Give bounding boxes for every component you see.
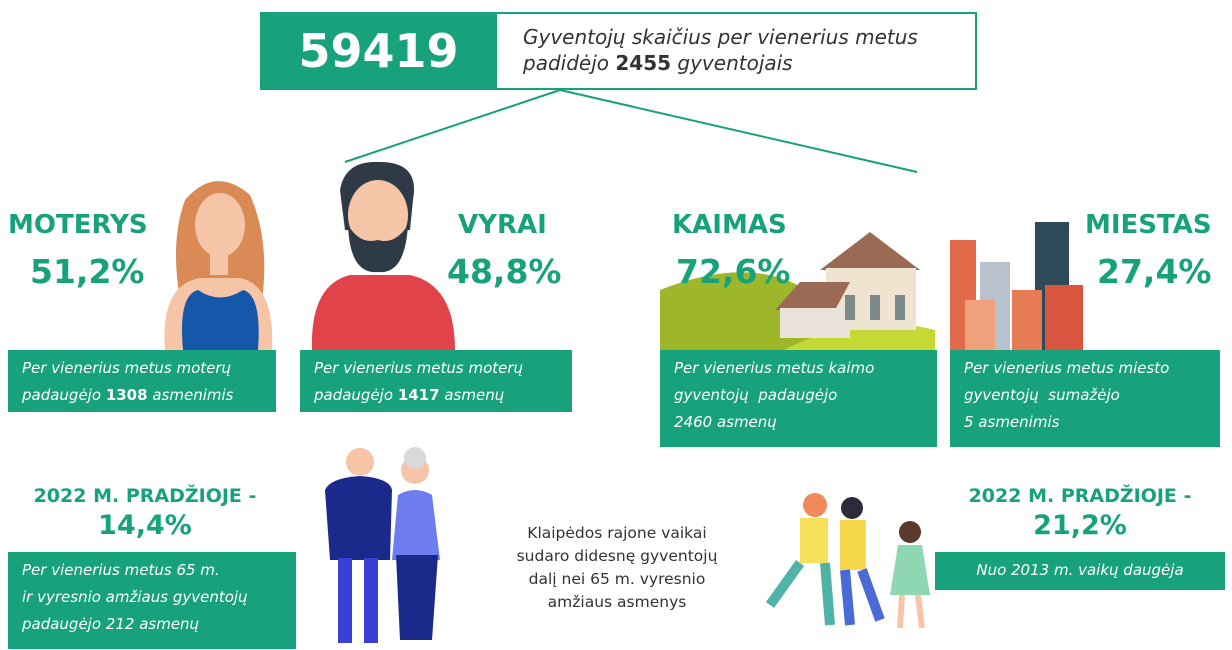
text-line: dalį nei 65 m. vyresnio (492, 568, 742, 591)
note-box: Per vienerius metus moterų padaugėjo 141… (300, 350, 572, 412)
man-illustration (312, 162, 455, 350)
text-line: sudaro didesnę gyventojų (492, 545, 742, 568)
text-line: amžiaus asmenys (492, 591, 742, 614)
share: 27,4% (1097, 252, 1212, 291)
total: 59419 (298, 24, 458, 78)
house-illustration (660, 232, 935, 352)
children-illustration (770, 493, 930, 628)
share: 51,2% (30, 252, 145, 291)
summary-box: Gyventojų skaičius per vienerius metus p… (497, 12, 977, 90)
title: 2022 M. PRADŽIOJE - (0, 485, 290, 507)
connector (345, 90, 560, 162)
text-line: Per vienerius metus miesto (964, 355, 1206, 382)
city-illustration (950, 222, 1083, 352)
text-line: 5 asmenimis (964, 409, 1206, 436)
page: 59419 Gyventojų skaičius per vienerius m… (0, 0, 1232, 650)
text-line: gyventojų padaugėjo (674, 382, 923, 409)
summary-text: gyventojais (677, 51, 792, 75)
elderly-illustration (325, 447, 440, 643)
note-box: Per vienerius metus 65 m.ir vyresnio amž… (8, 552, 296, 649)
total-box: 59419 (260, 12, 497, 90)
summary-number: 2455 (615, 51, 671, 75)
label: KAIMAS (672, 210, 787, 240)
label: VYRAI (458, 210, 547, 240)
note-number: 1308 (106, 386, 148, 404)
label: MIESTAS (1085, 210, 1212, 240)
text-line: ir vyresnio amžiaus gyventojų (22, 584, 282, 611)
share: 21,2% (935, 510, 1225, 541)
text-line: gyventojų sumažėjo (964, 382, 1206, 409)
share: 14,4% (0, 510, 290, 541)
text-line: Per vienerius metus kaimo (674, 355, 923, 382)
note-text: asmenimis (152, 386, 233, 404)
note-box: Nuo 2013 m. vaikų daugėja (935, 552, 1225, 590)
note-text: asmenų (444, 386, 504, 404)
text-line: padaugėjo 212 asmenų (22, 611, 282, 638)
label: MOTERYS (8, 210, 148, 240)
text-line: 2460 asmenų (674, 409, 923, 436)
text-line: Klaipėdos rajone vaikai (492, 522, 742, 545)
note-text: Nuo 2013 m. vaikų daugėja (976, 561, 1183, 579)
share: 48,8% (447, 252, 562, 291)
note-number: 1417 (398, 386, 440, 404)
connector (560, 90, 917, 172)
title: 2022 M. PRADŽIOJE - (935, 485, 1225, 507)
text-line: Per vienerius metus 65 m. (22, 557, 282, 584)
share: 72,6% (676, 252, 791, 291)
woman-illustration (164, 181, 272, 350)
note-box: Per vienerius metus moterų padaugėjo 130… (8, 350, 276, 412)
